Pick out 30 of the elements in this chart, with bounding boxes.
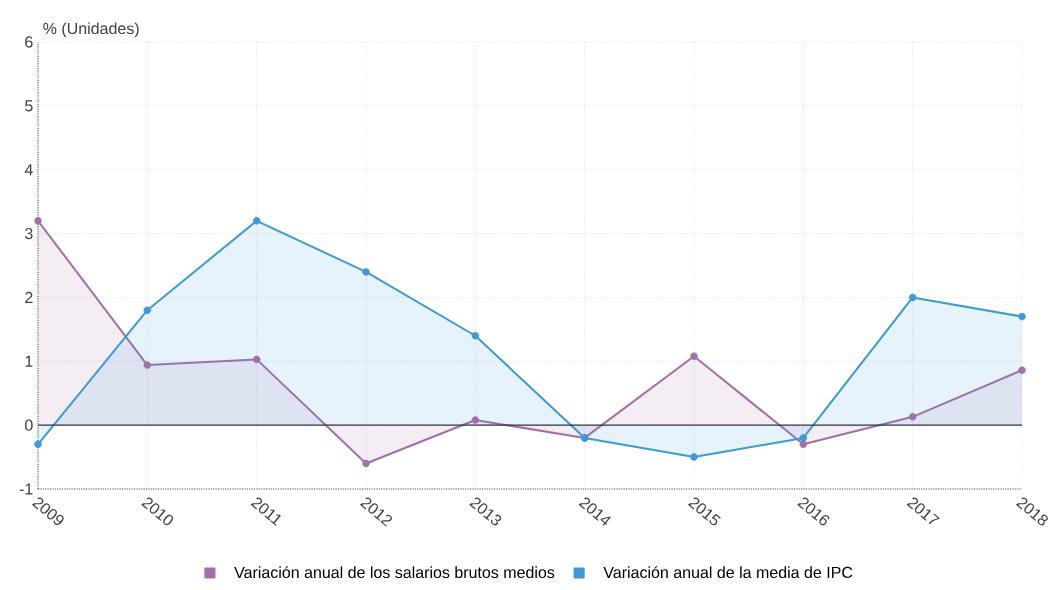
y-tick-label: 2 xyxy=(25,291,33,304)
point xyxy=(799,434,808,442)
y-axis-title: % (Unidades) xyxy=(43,22,139,38)
y-tick-label: 3 xyxy=(25,227,33,240)
y-tick-label: 5 xyxy=(25,100,33,112)
y-tick-label: -1 xyxy=(19,483,33,495)
point xyxy=(1018,366,1026,374)
y-tick-label: 0 xyxy=(25,419,33,431)
point xyxy=(143,361,152,369)
point xyxy=(34,217,42,225)
point xyxy=(362,459,370,468)
y-tick-label: 1 xyxy=(25,355,33,367)
point xyxy=(252,355,261,364)
legend-label: Variación anual de los salarios brutos medios xyxy=(234,566,555,579)
point xyxy=(34,440,42,449)
point xyxy=(799,440,808,449)
y-tick-label: 4 xyxy=(24,164,33,176)
point xyxy=(143,306,152,314)
point xyxy=(362,268,370,276)
point xyxy=(908,413,917,421)
point xyxy=(1018,312,1026,321)
legend-label: Variación anual de la media de IPC xyxy=(603,566,853,579)
point xyxy=(252,217,261,225)
point xyxy=(471,416,480,424)
point xyxy=(471,332,480,340)
point xyxy=(690,352,698,360)
point xyxy=(690,453,698,461)
x-tick-label: 2017 xyxy=(906,497,940,525)
point xyxy=(908,293,917,302)
y-tick-label: 6 xyxy=(25,36,33,48)
